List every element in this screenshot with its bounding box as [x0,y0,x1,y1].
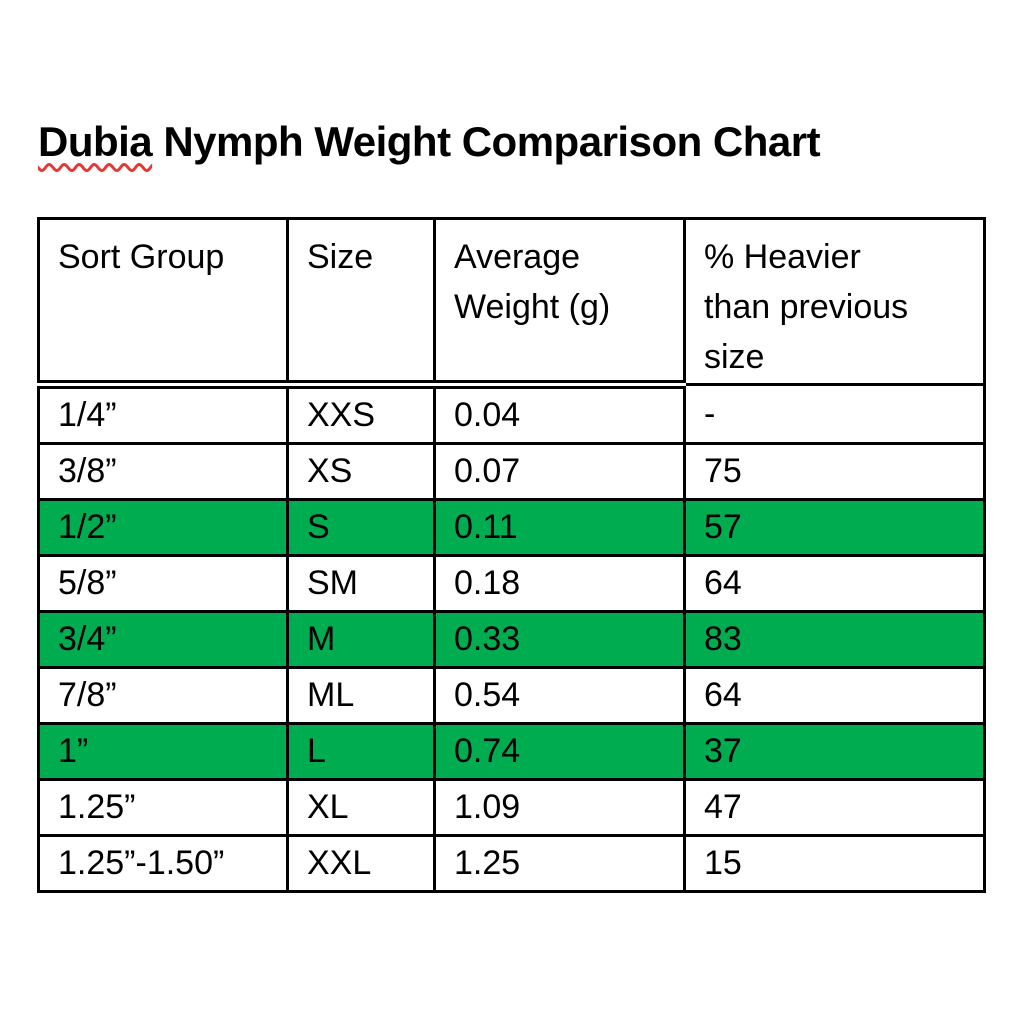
cell-avg-weight: 0.54 [433,666,686,725]
header-row: Sort Group Size Average Weight (g) % Hea… [37,217,986,389]
cell-avg-weight: 0.07 [433,442,686,501]
cell-avg-weight: 0.04 [433,383,686,445]
cell-size: XS [286,442,436,501]
cell-size: SM [286,554,436,613]
title-rest: Nymph Weight Comparison Chart [152,118,821,165]
cell-avg-weight: 0.11 [433,498,686,557]
cell-sort-group: 1/2” [37,498,289,557]
cell-pct-heavier: 57 [683,498,986,557]
cell-size: S [286,498,436,557]
cell-size: ML [286,666,436,725]
cell-pct-heavier: 37 [683,722,986,781]
table-row: 1/2” S 0.11 57 [37,498,986,557]
cell-avg-weight: 0.74 [433,722,686,781]
cell-pct-heavier: 64 [683,554,986,613]
cell-sort-group: 7/8” [37,666,289,725]
table-row: 1/4” XXS 0.04 - [37,383,986,445]
cell-sort-group: 1/4” [37,383,289,445]
table-row: 1.25” XL 1.09 47 [37,778,986,837]
cell-sort-group: 3/4” [37,610,289,669]
table-row: 1” L 0.74 37 [37,722,986,781]
header-size: Size [286,217,436,389]
header-percent-heavier: % Heavier than previous size [683,217,986,386]
cell-size: L [286,722,436,781]
cell-avg-weight: 1.09 [433,778,686,837]
cell-pct-heavier: 83 [683,610,986,669]
page-title: Dubia Nymph Weight Comparison Chart [38,118,821,166]
table-row: 1.25”-1.50” XXL 1.25 15 [37,834,986,893]
title-misspelled-word: Dubia [38,118,153,165]
table-row: 7/8” ML 0.54 64 [37,666,986,725]
cell-sort-group: 1.25”-1.50” [37,834,289,893]
cell-pct-heavier: 47 [683,778,986,837]
cell-size: M [286,610,436,669]
cell-avg-weight: 1.25 [433,834,686,893]
cell-pct-heavier: 75 [683,442,986,501]
cell-pct-heavier: 64 [683,666,986,725]
cell-sort-group: 5/8” [37,554,289,613]
header-average-weight: Average Weight (g) [433,217,686,389]
cell-size: XXL [286,834,436,893]
cell-sort-group: 1” [37,722,289,781]
header-sort-group: Sort Group [37,217,289,389]
cell-size: XXS [286,383,436,445]
cell-avg-weight: 0.33 [433,610,686,669]
cell-pct-heavier: 15 [683,834,986,893]
table-row: 3/8” XS 0.07 75 [37,442,986,501]
table-row: 3/4” M 0.33 83 [37,610,986,669]
table-row: 5/8” SM 0.18 64 [37,554,986,613]
cell-size: XL [286,778,436,837]
cell-pct-heavier: - [683,383,986,445]
cell-avg-weight: 0.18 [433,554,686,613]
cell-sort-group: 1.25” [37,778,289,837]
cell-sort-group: 3/8” [37,442,289,501]
weight-comparison-table: Sort Group Size Average Weight (g) % Hea… [37,217,986,893]
